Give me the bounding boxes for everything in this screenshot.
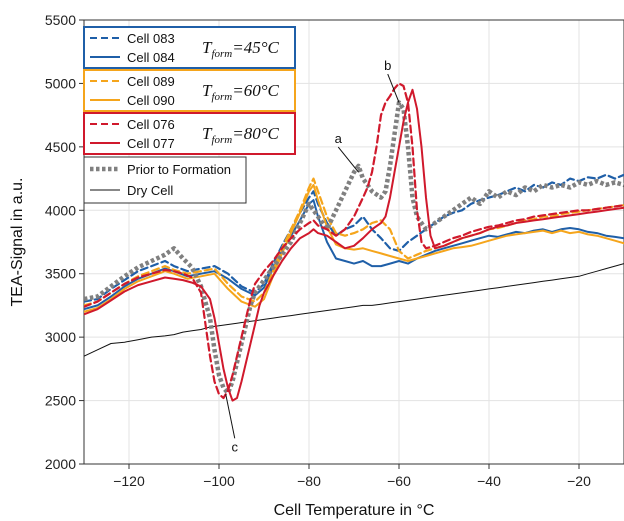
x-tick-label: −40 — [477, 473, 501, 489]
legend-label: Cell 076 — [127, 117, 175, 132]
legend-other: Prior to Formation Dry Cell — [83, 156, 247, 204]
annotation-label: c — [232, 439, 239, 454]
legend-label: Dry Cell — [127, 183, 173, 198]
annotation-pointer — [387, 73, 400, 103]
annotation-pointer — [337, 146, 359, 173]
series-line-cell-089 — [84, 177, 624, 307]
series-line-cell-077 — [84, 88, 624, 402]
x-tick-label: −100 — [203, 473, 235, 489]
legend-label: Cell 083 — [127, 31, 175, 46]
annotation-label: b — [384, 58, 391, 73]
legend-group: Cell 083 Cell 084 Tform=45°C — [83, 26, 296, 69]
series-line-cell-090 — [84, 183, 624, 313]
legend-group: Cell 076 Cell 077 Tform=80°C — [83, 112, 296, 155]
axes: TEA-Signal in a.u. Cell Temperature in °… — [9, 12, 624, 519]
y-axis-title: TEA-Signal in a.u. — [9, 178, 26, 307]
legend-label: Cell 077 — [127, 136, 175, 151]
annotations: a b c — [225, 58, 400, 454]
y-tick-label: 2000 — [45, 456, 76, 472]
x-tick-label: −60 — [387, 473, 411, 489]
y-tick-label: 4000 — [45, 202, 76, 218]
annotation-label: a — [335, 131, 343, 146]
series-line-prior-to-formation — [84, 100, 624, 396]
series-layer — [84, 82, 624, 402]
x-axis-title: Cell Temperature in °C — [274, 502, 435, 519]
legend-group-box — [83, 26, 296, 69]
y-tick-label: 4500 — [45, 139, 76, 155]
legend-condition: Tform=45°C — [202, 38, 280, 60]
legend-group-box — [83, 112, 296, 155]
x-tick-label: −120 — [113, 473, 145, 489]
legend-label: Cell 090 — [127, 93, 175, 108]
legend-group-box — [83, 69, 296, 112]
legend-label: Prior to Formation — [127, 162, 231, 177]
y-tick-label: 2500 — [45, 393, 76, 409]
series-line-cell-076 — [84, 82, 624, 400]
series-line-cell-084 — [84, 199, 624, 311]
x-tick-label: −20 — [567, 473, 591, 489]
series-line-dry-cell — [84, 263, 624, 357]
y-tick-label: 3500 — [45, 266, 76, 282]
legend-other-box — [83, 156, 247, 204]
y-tick-label: 3000 — [45, 329, 76, 345]
legend-condition: Tform=80°C — [202, 124, 280, 146]
y-tick-label: 5000 — [45, 75, 76, 91]
legend-condition: Tform=60°C — [202, 81, 280, 103]
annotation-pointer — [225, 394, 236, 439]
plot-frame — [83, 19, 624, 465]
x-tick-label: −80 — [297, 473, 321, 489]
legend-group: Cell 089 Cell 090 Tform=60°C — [83, 69, 296, 112]
legend-label: Cell 084 — [127, 50, 175, 65]
legend-label: Cell 089 — [127, 74, 175, 89]
y-tick-label: 5500 — [45, 12, 76, 28]
